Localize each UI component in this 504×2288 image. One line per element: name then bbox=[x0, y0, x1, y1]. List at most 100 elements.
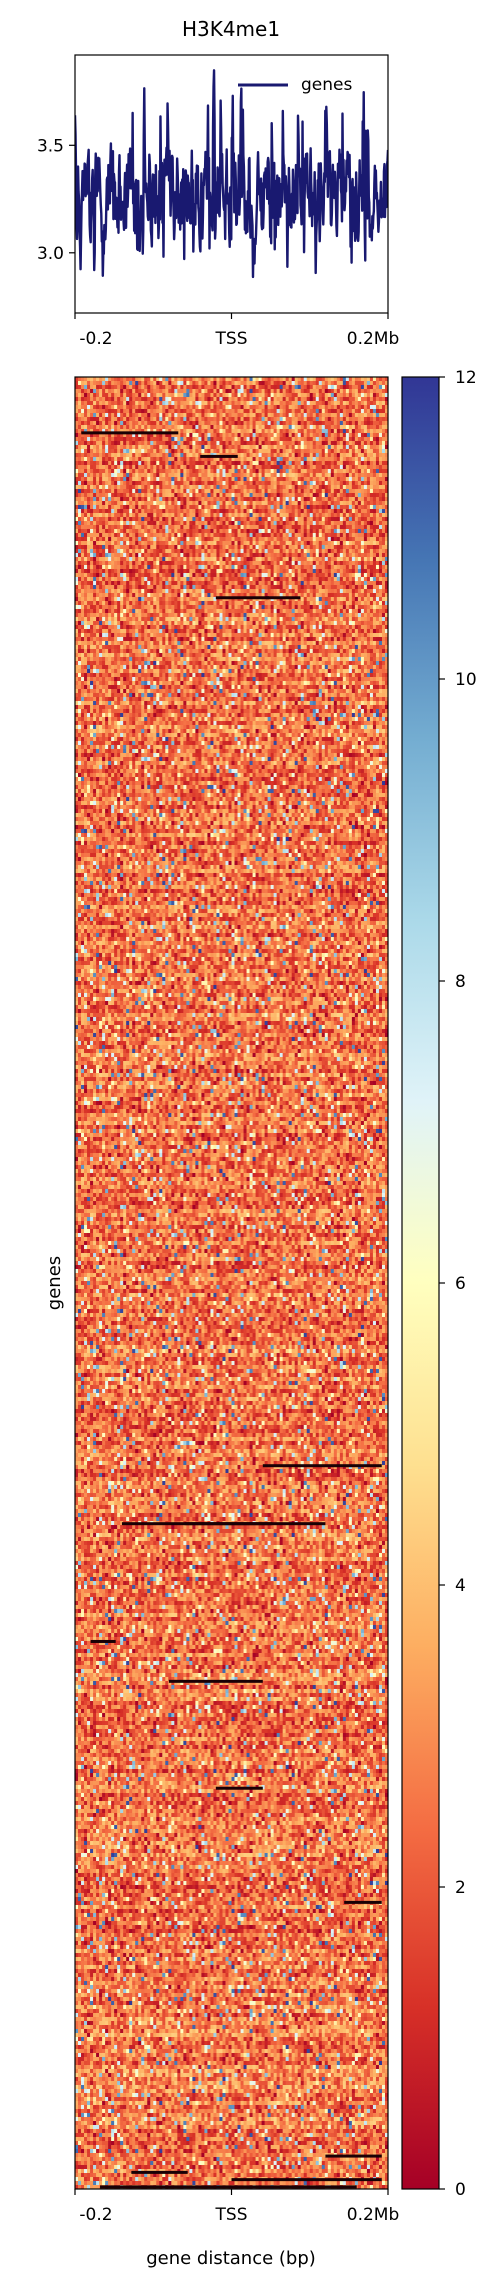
heatmap-cell bbox=[313, 397, 316, 401]
heatmap-cell bbox=[355, 385, 358, 389]
heatmap-cell bbox=[307, 401, 310, 405]
heatmap-cell bbox=[346, 377, 349, 381]
heatmap-cell bbox=[222, 397, 225, 401]
heatmap-cell bbox=[259, 385, 262, 389]
heatmap-cell bbox=[87, 389, 90, 393]
profile-y-tick-label: 3.0 bbox=[37, 244, 64, 264]
heatmap-cell bbox=[126, 405, 129, 409]
profile-x-tick-label: 0.2Mb bbox=[347, 329, 400, 349]
heatmap-cell bbox=[144, 393, 147, 397]
heatmap-cell bbox=[87, 397, 90, 401]
heatmap-cell bbox=[201, 397, 204, 401]
heatmap-cell bbox=[204, 389, 207, 393]
heatmap-cell bbox=[207, 385, 210, 389]
heatmap-cell bbox=[238, 393, 241, 397]
heatmap-cell bbox=[99, 405, 102, 409]
heatmap-cell bbox=[247, 389, 250, 393]
heatmap-cell bbox=[90, 381, 93, 385]
heatmap-cell bbox=[225, 397, 228, 401]
heatmap-cell bbox=[222, 389, 225, 393]
heatmap-cell bbox=[117, 405, 120, 409]
heatmap-cell bbox=[108, 381, 111, 385]
heatmap-cell bbox=[225, 389, 228, 393]
heatmap-cell bbox=[123, 397, 126, 401]
heatmap-cell bbox=[235, 401, 238, 405]
heatmap-cell bbox=[186, 401, 189, 405]
heatmap-cell bbox=[379, 385, 382, 389]
heatmap-cell bbox=[219, 397, 222, 401]
heatmap-cell bbox=[171, 397, 174, 401]
heatmap-cell bbox=[219, 401, 222, 405]
heatmap-cell bbox=[102, 385, 105, 389]
heatmap-cell bbox=[210, 377, 213, 381]
heatmap-cell bbox=[192, 377, 195, 381]
heatmap-cell bbox=[262, 401, 265, 405]
heatmap-cell bbox=[93, 401, 96, 405]
heatmap-cell bbox=[162, 389, 165, 393]
heatmap-cell bbox=[132, 401, 135, 405]
heatmap-cell bbox=[274, 397, 277, 401]
heatmap-cell bbox=[253, 381, 256, 385]
heatmap-cell bbox=[346, 381, 349, 385]
heatmap-cell bbox=[150, 385, 153, 389]
heatmap-cell bbox=[153, 401, 156, 405]
heatmap-cell bbox=[376, 381, 379, 385]
heatmap-cell bbox=[265, 377, 268, 381]
heatmap-cell bbox=[253, 377, 256, 381]
heatmap-cell bbox=[222, 393, 225, 397]
heatmap-cell bbox=[105, 393, 108, 397]
heatmap-cell bbox=[274, 377, 277, 381]
heatmap-cell bbox=[132, 381, 135, 385]
heatmap-cell bbox=[132, 397, 135, 401]
heatmap-cell bbox=[150, 401, 153, 405]
heatmap-cell bbox=[102, 381, 105, 385]
heatmap-cell bbox=[162, 385, 165, 389]
heatmap-cell bbox=[325, 381, 328, 385]
heatmap-cell bbox=[316, 385, 319, 389]
heatmap-cell bbox=[192, 397, 195, 401]
heatmap-cell bbox=[162, 405, 165, 409]
heatmap-cell bbox=[195, 401, 198, 405]
heatmap-cell bbox=[295, 385, 298, 389]
profile-title: H3K4me1 bbox=[182, 17, 280, 41]
heatmap-cell bbox=[382, 385, 385, 389]
heatmap-cell bbox=[256, 377, 259, 381]
heatmap-cell bbox=[90, 385, 93, 389]
heatmap-cell bbox=[129, 401, 132, 405]
heatmap-cell bbox=[301, 377, 304, 381]
heatmap-cell bbox=[232, 401, 235, 405]
heatmap-cell bbox=[156, 401, 159, 405]
heatmap-cell bbox=[343, 389, 346, 393]
heatmap-cell bbox=[280, 397, 283, 401]
heatmap-cell bbox=[289, 385, 292, 389]
heatmap-cell bbox=[147, 377, 150, 381]
heatmap-cell bbox=[238, 381, 241, 385]
heatmap-cell bbox=[84, 381, 87, 385]
heatmap-cell bbox=[271, 377, 274, 381]
heatmap-cell bbox=[238, 385, 241, 389]
heatmap-cell bbox=[307, 389, 310, 393]
heatmap-cell bbox=[232, 397, 235, 401]
heatmap-cell bbox=[111, 377, 114, 381]
heatmap-cell bbox=[201, 401, 204, 405]
heatmap-cell bbox=[105, 377, 108, 381]
heatmap-cell bbox=[81, 377, 84, 381]
heatmap-cell bbox=[147, 385, 150, 389]
heatmap-cell bbox=[274, 385, 277, 389]
heatmap-cell bbox=[340, 401, 343, 405]
heatmap-cell bbox=[78, 381, 81, 385]
heatmap-cell bbox=[352, 385, 355, 389]
heatmap-cell bbox=[168, 389, 171, 393]
heatmap-cell bbox=[376, 401, 379, 405]
heatmap-cell bbox=[78, 377, 81, 381]
heatmap-cell bbox=[313, 389, 316, 393]
heatmap-cell bbox=[162, 377, 165, 381]
heatmap-cell bbox=[352, 377, 355, 381]
heatmap-cell bbox=[235, 377, 238, 381]
heatmap-cell bbox=[379, 401, 382, 405]
heatmap-cell bbox=[147, 401, 150, 405]
heatmap-cell bbox=[213, 385, 216, 389]
heatmap-cell bbox=[331, 377, 334, 381]
heatmap-cell bbox=[307, 393, 310, 397]
heatmap-cell bbox=[207, 381, 210, 385]
